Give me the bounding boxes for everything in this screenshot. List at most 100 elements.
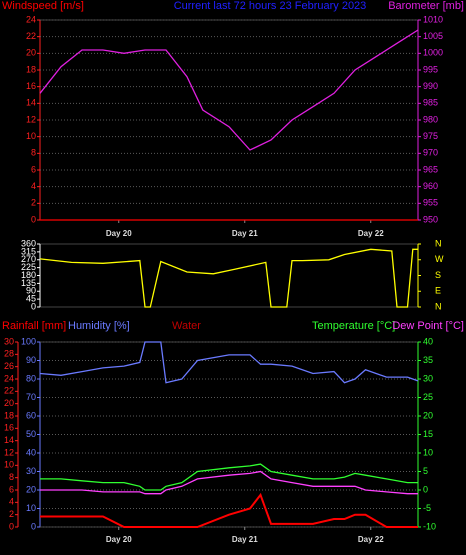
plot-area bbox=[39, 243, 419, 308]
y2-tick-label: 980 bbox=[423, 114, 438, 124]
series-name: Water bbox=[172, 320, 201, 332]
series-line bbox=[40, 492, 418, 528]
y-tick-label: 90 bbox=[26, 355, 36, 365]
y3-tick-label: 4 bbox=[9, 497, 14, 507]
y3-tick-label: 8 bbox=[9, 472, 14, 482]
series-name: Dew Point [°C] bbox=[392, 320, 464, 332]
y-tick-label: 6 bbox=[31, 164, 36, 174]
y2-tick-label: 25 bbox=[423, 392, 433, 402]
y-tick-label: 30 bbox=[26, 466, 36, 476]
y2-tick-label: N bbox=[435, 238, 442, 248]
y-tick-label: 24 bbox=[26, 14, 36, 24]
y-tick-label: 4 bbox=[31, 181, 36, 191]
y2-tick-label: 960 bbox=[423, 181, 438, 191]
y2-tick-label: 965 bbox=[423, 164, 438, 174]
y3-tick-label: 6 bbox=[9, 484, 14, 494]
y3-tick-label: 20 bbox=[4, 398, 14, 408]
y3-tick-label: 14 bbox=[4, 435, 14, 445]
chart-title: Current last 72 hours 23 February 2023 bbox=[174, 0, 367, 12]
y-tick-label: 8 bbox=[31, 148, 36, 158]
y2-tick-label: 995 bbox=[423, 64, 438, 74]
y3-tick-label: 26 bbox=[4, 361, 14, 371]
y2-tick-label: 985 bbox=[423, 98, 438, 108]
y-tick-label: 40 bbox=[26, 447, 36, 457]
y-tick-label: 225 bbox=[21, 262, 36, 272]
series-line bbox=[39, 29, 419, 151]
series-line bbox=[40, 470, 418, 495]
y-tick-label: 18 bbox=[26, 64, 36, 74]
y-tick-label: 10 bbox=[26, 503, 36, 513]
y2-tick-label: 1005 bbox=[423, 31, 443, 41]
y3-tick-label: 12 bbox=[4, 447, 14, 457]
y3-tick-label: 0 bbox=[9, 521, 14, 531]
y2-tick-label: 20 bbox=[423, 410, 433, 420]
y2-tick-label: -10 bbox=[423, 521, 436, 531]
y2-tick-label: N bbox=[435, 301, 442, 311]
series-name: Humidity [%] bbox=[68, 320, 130, 332]
y2-tick-label: 990 bbox=[423, 81, 438, 91]
y2-tick-label: 1010 bbox=[423, 14, 443, 24]
x-tick-label: Day 22 bbox=[358, 535, 384, 544]
y-tick-label: 20 bbox=[26, 484, 36, 494]
y3-tick-label: 28 bbox=[4, 349, 14, 359]
series-line bbox=[39, 341, 419, 384]
y-tick-label: 90 bbox=[26, 286, 36, 296]
y2-tick-label: 970 bbox=[423, 148, 438, 158]
x-tick-label: Day 21 bbox=[232, 535, 258, 544]
y-tick-label: 315 bbox=[21, 246, 36, 256]
y2-tick-label: 975 bbox=[423, 131, 438, 141]
y-tick-label: 10 bbox=[26, 131, 36, 141]
y3-tick-label: 2 bbox=[9, 509, 14, 519]
x-tick-label: Day 20 bbox=[106, 229, 132, 238]
series-line bbox=[39, 248, 418, 308]
y-tick-label: 0 bbox=[31, 521, 36, 531]
series-line bbox=[40, 463, 418, 491]
y3-tick-label: 10 bbox=[4, 460, 14, 470]
x-tick-label: Day 21 bbox=[232, 229, 258, 238]
y-tick-label: 180 bbox=[21, 270, 36, 280]
x-tick-label: Day 20 bbox=[106, 535, 132, 544]
x-tick-label: Day 22 bbox=[358, 229, 384, 238]
y-tick-label: 60 bbox=[26, 410, 36, 420]
y-tick-label: 100 bbox=[21, 336, 36, 346]
series-name: Rainfall [mm] bbox=[2, 320, 66, 332]
y2-tick-label: S bbox=[435, 270, 441, 280]
series-name: Windspeed [m/s] bbox=[2, 0, 84, 12]
y3-tick-label: 16 bbox=[4, 423, 14, 433]
series-name: Temperature [°C] bbox=[312, 320, 395, 332]
y2-tick-label: 0 bbox=[423, 484, 428, 494]
y2-tick-label: 5 bbox=[423, 466, 428, 476]
y-tick-label: 270 bbox=[21, 254, 36, 264]
y2-tick-label: 10 bbox=[423, 447, 433, 457]
y2-tick-label: 955 bbox=[423, 198, 438, 208]
y-tick-label: 45 bbox=[26, 294, 36, 304]
y-tick-label: 360 bbox=[21, 238, 36, 248]
y-tick-label: 2 bbox=[31, 198, 36, 208]
y2-tick-label: 15 bbox=[423, 429, 433, 439]
y2-tick-label: 950 bbox=[423, 214, 438, 224]
y-tick-label: 20 bbox=[26, 48, 36, 58]
y3-tick-label: 18 bbox=[4, 410, 14, 420]
y-tick-label: 12 bbox=[26, 114, 36, 124]
y3-tick-label: 30 bbox=[4, 336, 14, 346]
y-tick-label: 16 bbox=[26, 81, 36, 91]
y2-tick-label: 35 bbox=[423, 355, 433, 365]
y-tick-label: 14 bbox=[26, 98, 36, 108]
y-tick-label: 135 bbox=[21, 278, 36, 288]
y-tick-label: 0 bbox=[31, 214, 36, 224]
y2-tick-label: -5 bbox=[423, 503, 431, 513]
y-tick-label: 70 bbox=[26, 392, 36, 402]
y-tick-label: 80 bbox=[26, 373, 36, 383]
y2-tick-label: 40 bbox=[423, 336, 433, 346]
y3-tick-label: 24 bbox=[4, 373, 14, 383]
y2-tick-label: 30 bbox=[423, 373, 433, 383]
y2-tick-label: W bbox=[435, 254, 444, 264]
y2-tick-label: E bbox=[435, 286, 441, 296]
y-tick-label: 0 bbox=[31, 301, 36, 311]
y2-tick-label: 1000 bbox=[423, 48, 443, 58]
y3-tick-label: 22 bbox=[4, 386, 14, 396]
series-name: Barometer [mb] bbox=[388, 0, 464, 12]
y-tick-label: 22 bbox=[26, 31, 36, 41]
